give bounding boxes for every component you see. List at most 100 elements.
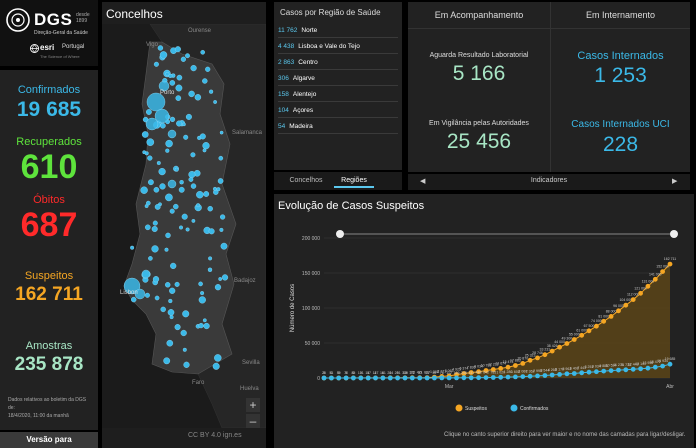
case-bubble: [178, 186, 185, 193]
case-bubble: [153, 186, 160, 193]
case-bubble: [198, 281, 203, 287]
data-label: 51: [329, 371, 333, 375]
zoom-out-button[interactable]: –: [246, 414, 260, 428]
region-item[interactable]: 4 438 Lisboa e Vale do Tejo: [278, 40, 398, 54]
case-bubble: [207, 267, 213, 273]
data-label: 85: [351, 371, 355, 375]
tab-concelhos[interactable]: Concelhos: [289, 177, 323, 184]
logo-title: DGS: [34, 10, 73, 29]
legend-label: Confirmados: [520, 406, 549, 412]
y-tick-label: 0: [317, 376, 320, 382]
map-panel[interactable]: Concelhos ⋯ Vigo Ourense Porto Salamanca…: [102, 2, 266, 448]
esri-logo: esri: [40, 43, 55, 52]
case-bubble: [168, 298, 173, 304]
tab-regioes[interactable]: Regiões: [334, 174, 374, 188]
dgs-logo-icon: [6, 8, 30, 32]
case-bubble: [213, 100, 218, 104]
confirmados-point: [564, 371, 570, 377]
case-bubble: [140, 186, 148, 194]
data-label: 147: [373, 371, 379, 375]
data-label: 13 141: [635, 362, 646, 366]
case-bubble: [174, 281, 180, 287]
indicator-label: Em Vigilância pelas Autoridades: [429, 120, 529, 127]
data-label: 7 443: [577, 366, 586, 370]
case-bubble: [153, 61, 159, 67]
case-bubble: [151, 245, 159, 253]
case-bubble: [219, 214, 226, 220]
region-item[interactable]: 104 Açores: [278, 104, 398, 118]
data-label: 281: [395, 371, 401, 375]
region-item[interactable]: 54 Madeira: [278, 120, 398, 134]
indicator-value: 228: [602, 133, 639, 156]
data-label: 6 408: [570, 367, 579, 371]
case-bubble: [221, 274, 229, 281]
case-bubble: [200, 49, 205, 55]
confirmados-point: [432, 375, 437, 381]
next-icon[interactable]: ▶: [672, 178, 678, 185]
y-tick-label: 50 000: [305, 341, 321, 347]
case-bubble: [182, 347, 187, 352]
case-bubble: [185, 53, 190, 59]
y-tick-label: 200 000: [302, 236, 320, 242]
case-bubble: [220, 242, 228, 250]
case-bubble: [202, 318, 207, 323]
indicator-label: Aguarda Resultado Laboratorial: [429, 52, 529, 59]
confirmados-point: [321, 375, 327, 381]
data-label: 112: [446, 371, 452, 375]
data-label: 642: [483, 371, 489, 375]
stat-label-amostras: Amostras: [25, 340, 73, 352]
data-label: 785: [490, 371, 496, 375]
case-bubble: [207, 205, 213, 212]
case-bubble: [202, 142, 210, 150]
confirmados-point: [667, 361, 673, 367]
stat-label-recuperados: Recuperados: [16, 136, 82, 148]
case-bubble: [167, 179, 177, 189]
zoom-in-button[interactable]: +: [246, 398, 260, 412]
data-label: 331: [468, 371, 474, 375]
region-item[interactable]: 158 Alentejo: [278, 88, 398, 102]
case-bubble: [188, 90, 195, 98]
case-bubble: [144, 292, 150, 298]
suspeitos-point: [557, 344, 562, 350]
case-bubble: [179, 179, 184, 185]
case-bubble: [191, 218, 196, 223]
data-label: 70: [344, 371, 348, 375]
case-bubble: [157, 45, 164, 51]
case-bubble: [219, 227, 224, 232]
suspeitos-point: [616, 308, 621, 314]
confirmados-point: [365, 375, 371, 381]
suspeitos-point: [630, 297, 636, 302]
prev-icon[interactable]: ◀: [420, 178, 426, 185]
data-label: 2 362: [526, 369, 535, 373]
confirmados-point: [660, 363, 665, 369]
map-canvas[interactable]: Vigo Ourense Porto Salamanca Lisbon Bada…: [102, 24, 266, 428]
confirmados-point: [513, 374, 518, 380]
case-bubble: [185, 227, 190, 232]
case-bubble: [158, 168, 166, 176]
case-bubble: [167, 309, 175, 316]
suspeitos-point: [542, 352, 548, 358]
region-item[interactable]: 2 863 Centro: [278, 56, 398, 70]
data-label: 101: [358, 371, 364, 375]
data-label: 61 000: [576, 328, 587, 332]
case-bubble: [174, 324, 181, 331]
stat-label-obitos: Óbitos: [33, 194, 65, 206]
map-attribution[interactable]: CC BY 4.0 ign.es: [188, 432, 242, 439]
region-item[interactable]: 11 762 Norte: [278, 24, 398, 38]
data-label: 0: [345, 371, 347, 375]
confirmados-point: [535, 373, 540, 379]
region-item[interactable]: 306 Algarve: [278, 72, 398, 86]
suspeitos-point: [527, 357, 533, 363]
suspeitos-point: [660, 269, 665, 274]
confirmados-point: [527, 373, 533, 379]
divider: [408, 28, 690, 29]
suspeitos-point: [645, 283, 651, 289]
y-tick-label: 150 000: [302, 271, 320, 277]
data-label: 10 781: [481, 364, 492, 368]
version-button[interactable]: Versão para: [0, 432, 98, 448]
indicator-value: 25 456: [446, 130, 512, 153]
confirmados-point: [557, 372, 562, 377]
confirmados-point: [387, 375, 393, 381]
confirmados-point: [468, 375, 474, 381]
